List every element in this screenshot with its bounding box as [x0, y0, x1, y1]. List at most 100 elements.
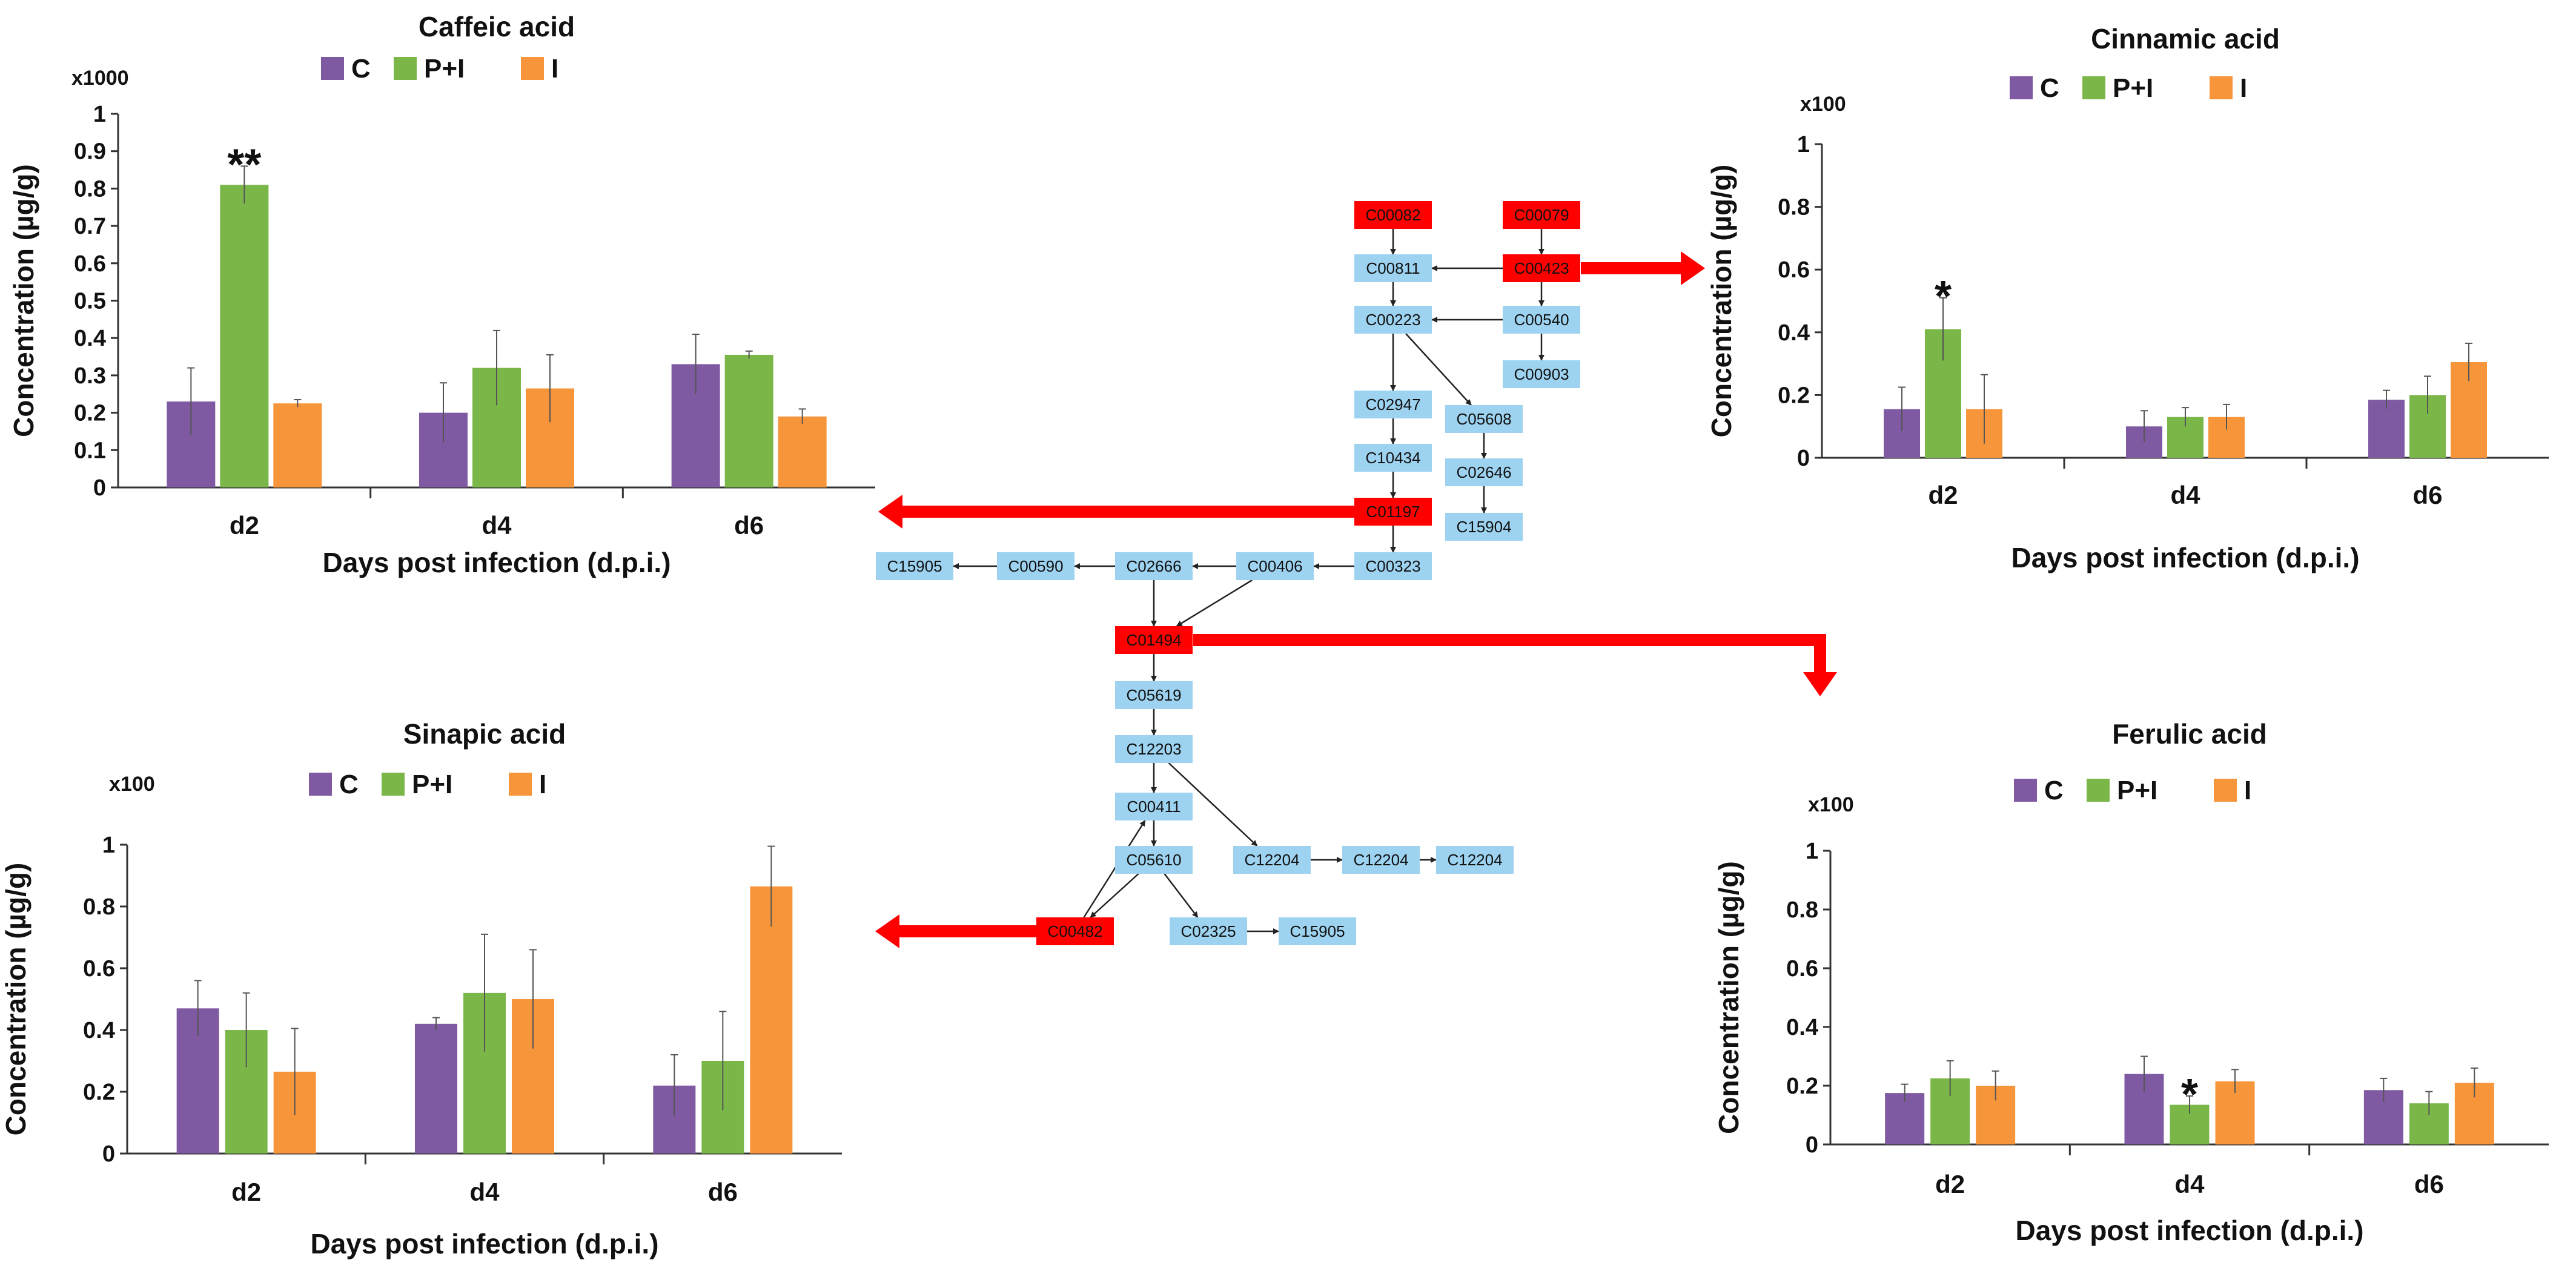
x-tick-label: d4: [2170, 481, 2200, 509]
significance-mark: **: [227, 140, 261, 189]
y-axis-label: Concentration (µg/g): [0, 863, 31, 1136]
chart-title: Caffeic acid: [419, 11, 575, 42]
pathway-edge: [1164, 873, 1199, 918]
y-tick-label: 0.4: [1786, 1015, 1818, 1040]
pathway-node-c05610: C05610: [1115, 846, 1193, 874]
pathway-node-c01197: C01197: [1354, 498, 1432, 526]
y-tick-label: 0.8: [1786, 897, 1818, 923]
y-tick-label: 0.8: [1778, 195, 1810, 220]
x-tick-label: d4: [482, 511, 512, 540]
pathway-node-box: [1503, 360, 1580, 388]
y-tick-label: 0.1: [74, 438, 106, 463]
pathway-node-label: C00411: [1127, 797, 1180, 816]
legend-label: I: [2244, 776, 2251, 805]
chart-title: Ferulic acid: [2112, 718, 2267, 750]
arrow-head: [875, 914, 899, 948]
pathway-node-c00079: C00079: [1503, 201, 1580, 229]
y-tick-label: 0.6: [1778, 257, 1810, 283]
pathway-node-box: [1036, 917, 1114, 945]
y-tick-label: 0.6: [1786, 956, 1818, 982]
legend-swatch-i: [521, 57, 544, 80]
pathway-node-label: C00903: [1514, 365, 1569, 383]
y-tick-label: 0.2: [74, 401, 106, 426]
y-tick-label: 0.4: [74, 326, 106, 351]
chart-title: Cinnamic acid: [2091, 23, 2280, 54]
legend-label: P+I: [424, 54, 465, 84]
pathway-node-label: C01494: [1126, 631, 1181, 649]
pathway-node-c00540: C00540: [1503, 306, 1580, 334]
arrow-to-caffeic-acid: [878, 495, 1354, 529]
pathway-node-label: C00540: [1514, 311, 1569, 329]
pathway-node-box: [1115, 735, 1193, 763]
pathway-node-c15905: C15905: [1279, 917, 1356, 945]
pathway-node-c15905: C15905: [876, 552, 953, 580]
arrow-head: [1681, 251, 1705, 285]
legend-swatch-ppi: [2087, 779, 2110, 802]
legend-label: C: [339, 770, 359, 799]
x-tick-label: d2: [1928, 481, 1958, 509]
y-tick-label: 0: [1806, 1132, 1818, 1158]
arrow-to-sinapic-acid: [875, 914, 1036, 948]
pathway-node-box: [1170, 917, 1247, 945]
pathway-node-label: C15905: [1290, 922, 1345, 940]
pathway-node-label: C12204: [1244, 851, 1299, 869]
y-tick-label: 0: [102, 1141, 115, 1167]
x-tick-label: d2: [231, 1178, 261, 1206]
pathway-node-box: [1503, 306, 1580, 334]
pathway-node-box: [1354, 391, 1432, 418]
pathway-node-label: C12204: [1447, 851, 1502, 869]
y-axis-label: Concentration (µg/g): [8, 164, 39, 437]
pathway-node-label: C00079: [1514, 206, 1569, 224]
significance-mark: *: [2181, 1071, 2198, 1119]
pathway-node-box: [1503, 201, 1580, 229]
pathway-node-c00811: C00811: [1354, 254, 1432, 282]
legend-swatch-c: [2014, 779, 2037, 802]
y-tick-label: 0.7: [74, 214, 106, 239]
legend-label: C: [2044, 776, 2064, 805]
axis-multiplier: x1000: [71, 67, 129, 90]
axis-multiplier: x100: [1800, 93, 1846, 116]
x-tick-label: d6: [708, 1178, 738, 1206]
y-tick-label: 0: [93, 475, 106, 501]
pathway-node-c02947: C02947: [1354, 391, 1432, 418]
legend-label: P+I: [2113, 73, 2153, 103]
legend-swatch-c: [2010, 76, 2033, 99]
pathway-node-label: C02666: [1126, 557, 1181, 575]
arrow-head: [1803, 672, 1837, 696]
pathway-node-label: C00482: [1047, 922, 1102, 940]
x-axis-label: Days post infection (d.p.i.): [322, 547, 670, 578]
x-tick-label: d4: [469, 1178, 500, 1206]
significance-mark: *: [1935, 272, 1952, 321]
pathway-edge: [1168, 762, 1258, 847]
legend-label: I: [2240, 73, 2247, 103]
pathway-node-label: C12203: [1126, 740, 1181, 758]
pathway-node-c10434: C10434: [1354, 444, 1432, 472]
pathway-node-box: [997, 552, 1074, 580]
pathway-node-c00482: C00482: [1036, 917, 1114, 945]
x-tick-label: d6: [734, 511, 764, 540]
pathway-node-c05619: C05619: [1115, 681, 1193, 709]
pathway-node-label: C15905: [887, 557, 942, 575]
pathway-node-box: [1115, 793, 1193, 820]
y-tick-label: 0.6: [74, 251, 106, 277]
pathway-node-c01494: C01494: [1115, 626, 1193, 654]
y-tick-label: 0.6: [83, 956, 115, 982]
legend-swatch-ppi: [394, 57, 417, 80]
pathway-node-label: C10434: [1365, 449, 1420, 467]
pathway-node-c12204: C12204: [1233, 846, 1311, 874]
bar-d6-c: [2368, 400, 2405, 458]
pathway-node-label: C00323: [1365, 557, 1420, 575]
pathway-node-box: [1354, 306, 1432, 334]
bar-d2-i: [273, 403, 322, 487]
arrow-to-ferulic-acid: [1193, 634, 1837, 696]
y-tick-label: 1: [102, 833, 115, 858]
pathway-node-c12203: C12203: [1115, 735, 1193, 763]
pathway-node-c00903: C00903: [1503, 360, 1580, 388]
pathway-node-c02646: C02646: [1445, 458, 1523, 486]
pathway-node-box: [1354, 498, 1432, 526]
legend-label: C: [2040, 73, 2059, 103]
legend-swatch-ppi: [2082, 76, 2105, 99]
pathway-node-c12204: C12204: [1436, 846, 1514, 874]
